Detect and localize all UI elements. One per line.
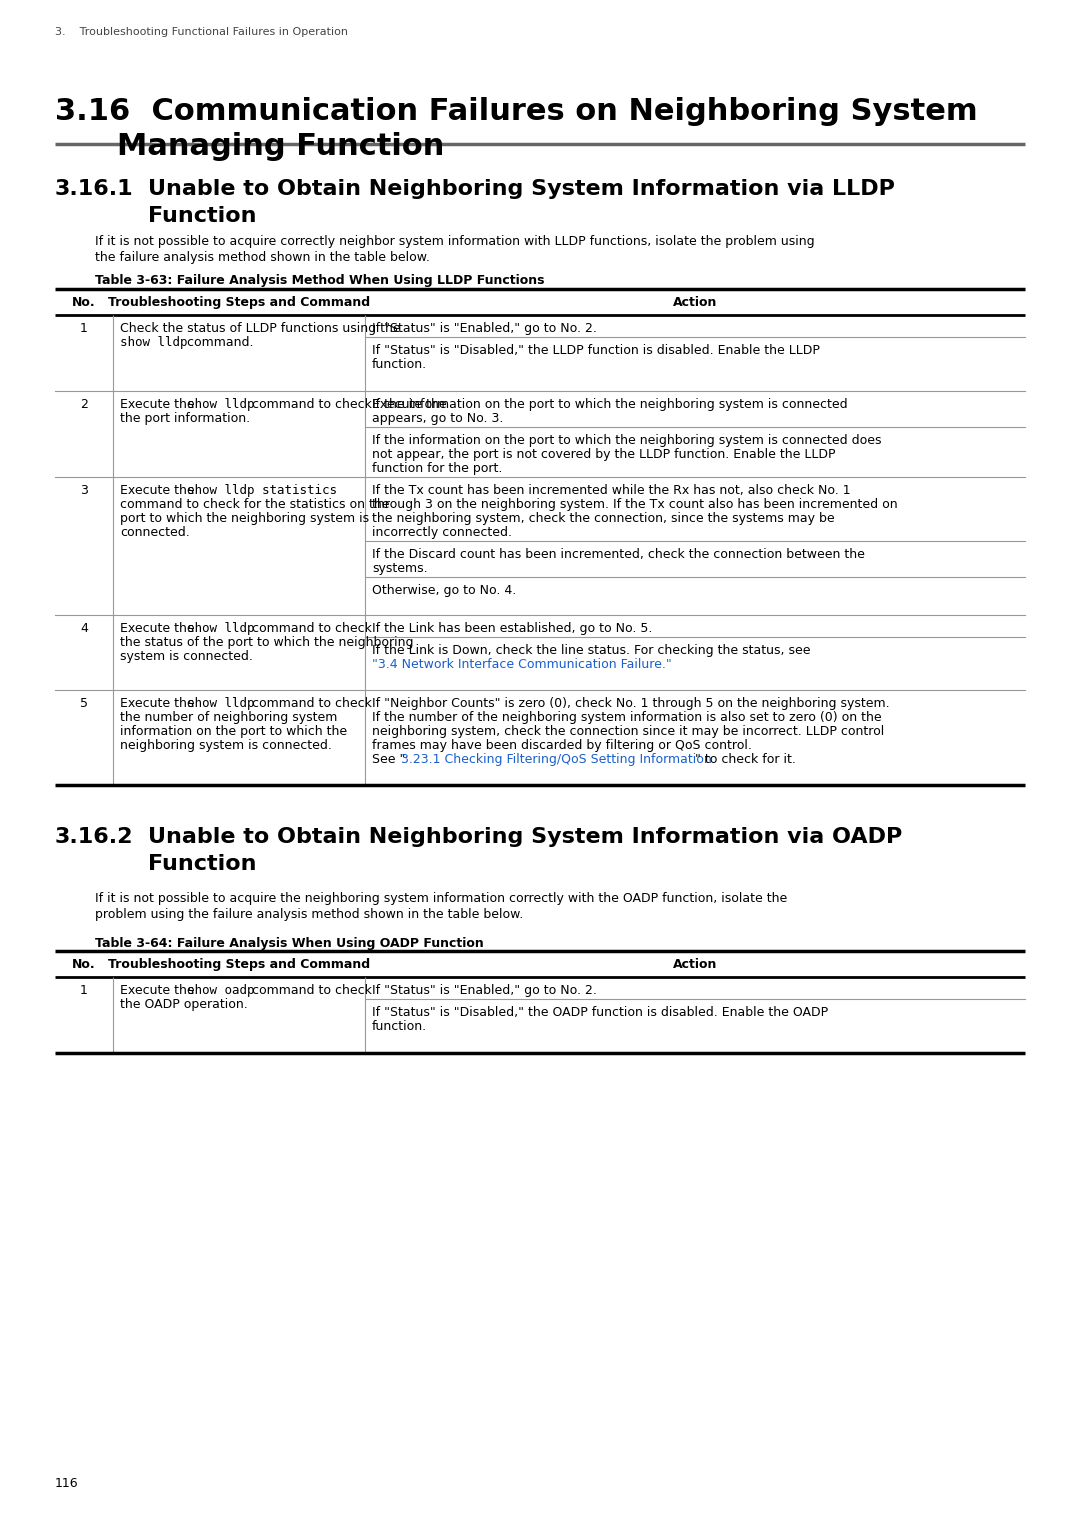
Text: Execute the: Execute the — [372, 399, 450, 411]
Text: If "Status" is "Enabled," go to No. 2.: If "Status" is "Enabled," go to No. 2. — [372, 322, 597, 334]
Text: Execute the: Execute the — [120, 399, 199, 411]
Text: Otherwise, go to No. 4.: Otherwise, go to No. 4. — [372, 583, 516, 597]
Text: command to check for the statistics on the: command to check for the statistics on t… — [120, 498, 390, 512]
Text: 1: 1 — [80, 322, 87, 334]
Text: If the Tx count has been incremented while the Rx has not, also check No. 1: If the Tx count has been incremented whi… — [372, 484, 851, 496]
Text: If the information on the port to which the neighboring system is connected does: If the information on the port to which … — [372, 434, 881, 447]
Text: 4: 4 — [80, 621, 87, 635]
Text: If it is not possible to acquire correctly neighbor system information with LLDP: If it is not possible to acquire correct… — [95, 235, 814, 247]
Text: Action: Action — [673, 957, 717, 971]
Text: 3.23.1 Checking Filtering/QoS Setting Information: 3.23.1 Checking Filtering/QoS Setting In… — [401, 753, 712, 767]
Text: the status of the port to which the neighboring: the status of the port to which the neig… — [120, 637, 414, 649]
Text: If the information on the port to which the neighboring system is connected: If the information on the port to which … — [372, 399, 848, 411]
Text: 3: 3 — [80, 484, 87, 496]
Text: "3.4 Network Interface Communication Failure.": "3.4 Network Interface Communication Fai… — [372, 658, 672, 670]
Text: Execute the: Execute the — [120, 621, 199, 635]
Text: Action: Action — [673, 296, 717, 308]
Text: problem using the failure analysis method shown in the table below.: problem using the failure analysis metho… — [95, 909, 523, 921]
Text: Unable to Obtain Neighboring System Information via OADP: Unable to Obtain Neighboring System Info… — [148, 828, 902, 847]
Text: not appear, the port is not covered by the LLDP function. Enable the LLDP: not appear, the port is not covered by t… — [372, 447, 836, 461]
Text: Check the status of LLDP functions using the: Check the status of LLDP functions using… — [120, 322, 405, 334]
Text: command.: command. — [183, 336, 254, 350]
Text: If "Status" is "Disabled," the LLDP function is disabled. Enable the LLDP: If "Status" is "Disabled," the LLDP func… — [372, 344, 820, 357]
Text: 2: 2 — [80, 399, 87, 411]
Text: the number of neighboring system: the number of neighboring system — [120, 712, 337, 724]
Text: If the Link is Down, check the line status. For checking the status, see: If the Link is Down, check the line stat… — [372, 644, 810, 657]
Text: 3.16  Communication Failures on Neighboring System: 3.16 Communication Failures on Neighbori… — [55, 98, 977, 127]
Text: Troubleshooting Steps and Command: Troubleshooting Steps and Command — [108, 296, 370, 308]
Text: show oadp: show oadp — [187, 983, 255, 997]
Text: the failure analysis method shown in the table below.: the failure analysis method shown in the… — [95, 250, 430, 264]
Text: If the Discard count has been incremented, check the connection between the: If the Discard count has been incremente… — [372, 548, 865, 560]
Text: If the number of the neighboring system information is also set to zero (0) on t: If the number of the neighboring system … — [372, 712, 881, 724]
Text: Function: Function — [148, 206, 257, 226]
Text: show lldp: show lldp — [187, 399, 255, 411]
Text: show lldp: show lldp — [120, 336, 188, 350]
Text: Table 3-64: Failure Analysis When Using OADP Function: Table 3-64: Failure Analysis When Using … — [95, 938, 484, 950]
Text: If "Status" is "Enabled," go to No. 2.: If "Status" is "Enabled," go to No. 2. — [372, 983, 597, 997]
Text: Execute the: Execute the — [120, 983, 199, 997]
Text: 5: 5 — [80, 696, 87, 710]
Text: Troubleshooting Steps and Command: Troubleshooting Steps and Command — [108, 957, 370, 971]
Text: show lldp statistics: show lldp statistics — [187, 484, 337, 496]
Text: function.: function. — [372, 1020, 427, 1032]
Text: the port information.: the port information. — [120, 412, 251, 425]
Text: systems.: systems. — [372, 562, 428, 576]
Text: No.: No. — [72, 957, 96, 971]
Text: command to check: command to check — [248, 983, 372, 997]
Text: Table 3-63: Failure Analysis Method When Using LLDP Functions: Table 3-63: Failure Analysis Method When… — [95, 273, 544, 287]
Text: If "Neighbor Counts" is zero (0), check No. 1 through 5 on the neighboring syste: If "Neighbor Counts" is zero (0), check … — [372, 696, 890, 710]
Text: information on the port to which the: information on the port to which the — [120, 725, 347, 738]
Text: connected.: connected. — [120, 525, 190, 539]
Text: 3.    Troubleshooting Functional Failures in Operation: 3. Troubleshooting Functional Failures i… — [55, 27, 348, 37]
Text: the OADP operation.: the OADP operation. — [120, 999, 247, 1011]
Text: 116: 116 — [55, 1477, 79, 1490]
Text: command to check: command to check — [248, 399, 372, 411]
Text: appears, go to No. 3.: appears, go to No. 3. — [372, 412, 503, 425]
Text: through 3 on the neighboring system. If the Tx count also has been incremented o: through 3 on the neighboring system. If … — [372, 498, 897, 512]
Text: If it is not possible to acquire the neighboring system information correctly wi: If it is not possible to acquire the nei… — [95, 892, 787, 906]
Text: port to which the neighboring system is: port to which the neighboring system is — [120, 512, 369, 525]
Text: Execute the: Execute the — [120, 696, 199, 710]
Text: system is connected.: system is connected. — [120, 651, 253, 663]
Text: 3.16.1: 3.16.1 — [55, 179, 134, 199]
Text: function for the port.: function for the port. — [372, 463, 502, 475]
Text: the neighboring system, check the connection, since the systems may be: the neighboring system, check the connec… — [372, 512, 835, 525]
Text: 3.16.2: 3.16.2 — [55, 828, 134, 847]
Text: neighboring system, check the connection since it may be incorrect. LLDP control: neighboring system, check the connection… — [372, 725, 885, 738]
Text: Managing Function: Managing Function — [117, 131, 444, 160]
Text: If "Status" is "Disabled," the OADP function is disabled. Enable the OADP: If "Status" is "Disabled," the OADP func… — [372, 1006, 828, 1019]
Text: show lldp: show lldp — [187, 696, 255, 710]
Text: command to check: command to check — [248, 621, 372, 635]
Text: No.: No. — [72, 296, 96, 308]
Text: Function: Function — [148, 854, 257, 873]
Text: Unable to Obtain Neighboring System Information via LLDP: Unable to Obtain Neighboring System Info… — [148, 179, 895, 199]
Text: " to check for it.: " to check for it. — [696, 753, 796, 767]
Text: If the Link has been established, go to No. 5.: If the Link has been established, go to … — [372, 621, 652, 635]
Text: incorrectly connected.: incorrectly connected. — [372, 525, 512, 539]
Text: neighboring system is connected.: neighboring system is connected. — [120, 739, 332, 751]
Text: command to check: command to check — [248, 696, 372, 710]
Text: show lldp: show lldp — [187, 621, 255, 635]
Text: function.: function. — [372, 357, 427, 371]
Text: 1: 1 — [80, 983, 87, 997]
Text: See ": See " — [372, 753, 405, 767]
Text: Execute the: Execute the — [120, 484, 199, 496]
Text: frames may have been discarded by filtering or QoS control.: frames may have been discarded by filter… — [372, 739, 752, 751]
